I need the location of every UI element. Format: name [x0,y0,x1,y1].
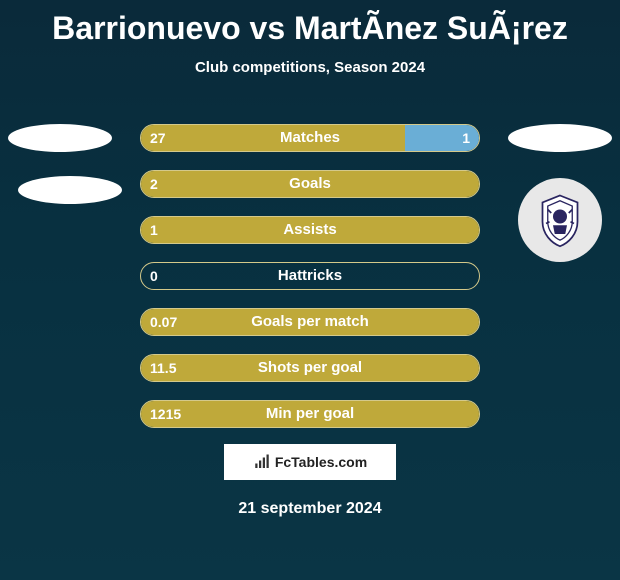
subtitle: Club competitions, Season 2024 [0,59,620,76]
page-title: Barrionuevo vs MartÃ­nez SuÃ¡rez [0,0,620,47]
stat-label: Hattricks [140,262,480,290]
stat-row: 1Assists [0,216,620,244]
stat-row: 2Goals [0,170,620,198]
stat-label: Assists [140,216,480,244]
stat-label: Matches [140,124,480,152]
chart-icon [253,453,271,471]
stat-row: 1215Min per goal [0,400,620,428]
stat-label: Goals per match [140,308,480,336]
stats-container: 271Matches 2Goals 1Assists 0Hattricks 0.07Go… [0,124,620,446]
stat-row: 0.07Goals per match [0,308,620,336]
stat-row: 271Matches [0,124,620,152]
brand-logo: FcTables.com [224,444,396,480]
footer-date: 21 september 2024 [0,500,620,518]
brand-text: FcTables.com [275,454,367,470]
stat-row: 11.5Shots per goal [0,354,620,382]
stat-label: Min per goal [140,400,480,428]
stat-label: Goals [140,170,480,198]
stat-label: Shots per goal [140,354,480,382]
stat-row: 0Hattricks [0,262,620,290]
